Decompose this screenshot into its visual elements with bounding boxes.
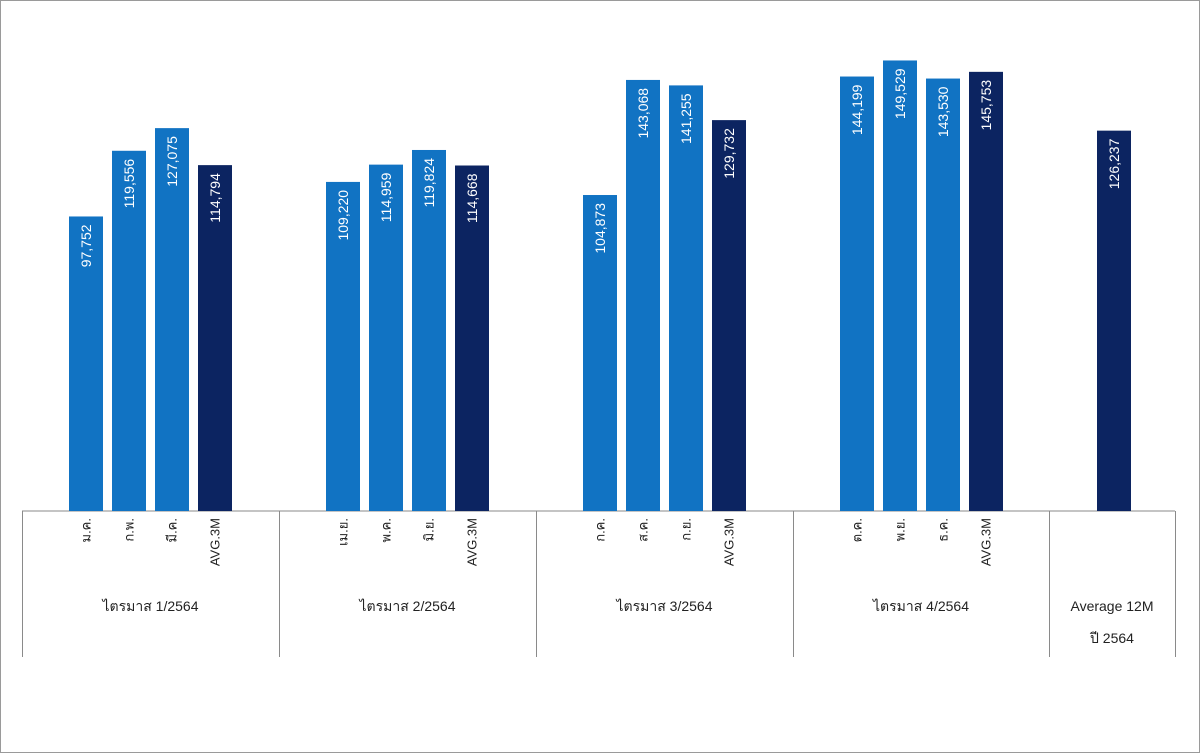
group-label: ไตรมาส 4/2564 [872,598,969,614]
data-label: 129,732 [721,128,737,179]
category-label: ก.ค. [593,518,608,542]
bar [583,195,617,512]
data-label: 144,199 [849,84,865,135]
data-label: 141,255 [678,93,694,144]
data-label: 145,753 [978,80,994,131]
group-label: Average 12M [1070,598,1153,614]
bar [326,181,360,511]
data-label: 114,668 [464,173,480,223]
category-label: ส.ค. [636,518,651,542]
bar [412,149,446,512]
bar [198,165,232,511]
bar [112,150,146,511]
group-label: ไตรมาส 1/2564 [102,598,199,614]
category-label: ม.ค. [79,518,94,543]
category-label: พ.ค. [379,518,394,543]
category-label: ก.ย. [679,518,694,541]
bar [969,71,1003,511]
data-label: 126,237 [1106,138,1122,189]
bar [840,76,874,511]
bar [669,85,703,511]
data-label: 114,959 [378,172,394,222]
data-label: 119,824 [421,158,437,208]
data-label: 149,529 [892,68,908,119]
bar [883,60,917,512]
category-label: ก.พ. [122,518,137,542]
category-label: มี.ค. [165,518,180,543]
bar [369,164,403,511]
data-label: 114,794 [207,173,223,223]
data-label: 119,556 [121,159,137,209]
category-label: เม.ย. [336,518,351,546]
bar [455,165,489,511]
data-label: 104,873 [592,203,608,254]
category-label: AVG.3M [722,518,737,566]
data-label: 109,220 [335,190,351,241]
bar [155,128,189,511]
category-label: มิ.ย. [422,518,437,541]
category-label: ต.ค. [850,518,865,542]
bar [626,79,660,511]
data-label: 127,075 [164,136,180,187]
category-label: ธ.ค. [936,518,951,542]
bar [926,78,960,511]
category-label: พ.ย. [893,518,908,541]
category-label: AVG.3M [979,518,994,566]
category-label: AVG.3M [208,518,223,566]
bar [712,120,746,511]
group-label: ไตรมาส 2/2564 [359,598,456,614]
data-label: 143,068 [635,88,651,139]
bar [69,216,103,512]
data-label: 97,752 [78,224,94,267]
category-label: AVG.3M [465,518,480,566]
group-label: ไตรมาส 3/2564 [616,598,713,614]
bar [1097,130,1131,511]
group-label: ปี 2564 [1090,630,1135,646]
data-label: 143,530 [935,86,951,137]
